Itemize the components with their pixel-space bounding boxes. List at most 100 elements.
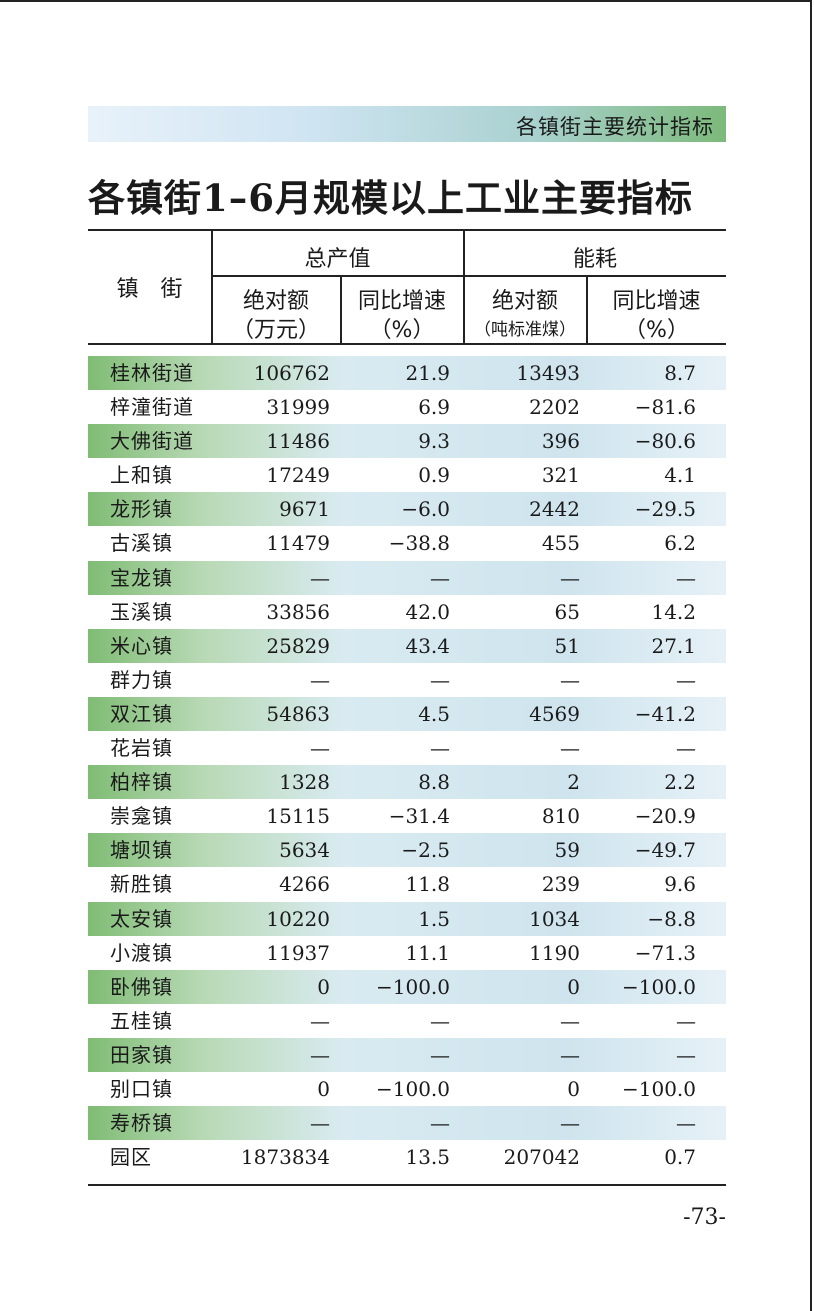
town-name: 崇龛镇 — [110, 804, 173, 829]
output-growth: −100.0 — [375, 974, 450, 999]
header-divider — [586, 276, 588, 344]
energy-value: 65 — [554, 599, 580, 624]
output-value: 1873834 — [240, 1145, 330, 1170]
header-bottom-rule — [88, 343, 726, 345]
town-name: 玉溪镇 — [110, 599, 173, 624]
header-output-growth-unit: （%） — [369, 318, 435, 343]
table-row: 崇龛镇 15115 −31.4 810 −20.9 — [88, 799, 726, 833]
header-energy-growth: 同比增速 — [612, 289, 701, 314]
output-growth: −100.0 — [375, 1076, 450, 1101]
table-row: 寿桥镇 — — — — — [88, 1106, 726, 1141]
output-growth: 1.5 — [418, 906, 450, 931]
energy-value: 810 — [541, 804, 580, 829]
energy-growth: — — [676, 1111, 696, 1136]
town-name: 五桂镇 — [110, 1008, 173, 1033]
table-row: 花岩镇 — — — — — [88, 731, 726, 765]
table-row: 太安镇 10220 1.5 1034 −8.8 — [88, 901, 726, 936]
table-top-rule — [88, 229, 726, 231]
output-growth: 4.5 — [418, 701, 450, 726]
output-value: 54863 — [266, 701, 330, 726]
energy-growth: −71.3 — [634, 940, 696, 965]
header-output-abs-unit: （万元） — [231, 318, 320, 343]
energy-value: 2442 — [529, 497, 580, 522]
town-name: 寿桥镇 — [110, 1111, 173, 1136]
energy-value: 239 — [541, 872, 580, 897]
output-growth: — — [430, 736, 450, 761]
header-divider — [463, 229, 465, 344]
town-name: 卧佛镇 — [110, 974, 173, 999]
header-energy-group: 能耗 — [572, 247, 617, 272]
energy-growth: −29.5 — [634, 497, 696, 522]
energy-value: 2202 — [529, 395, 580, 420]
output-value: — — [310, 1042, 330, 1067]
energy-value: 455 — [541, 531, 580, 556]
header-divider — [211, 229, 213, 344]
output-growth: 6.9 — [418, 395, 450, 420]
output-value: 15115 — [266, 804, 330, 829]
table-row: 宝龙镇 — — — — — [88, 560, 726, 595]
header-energy-growth-unit: （%） — [624, 318, 689, 343]
output-growth: 0.9 — [418, 463, 450, 488]
energy-value: 59 — [554, 838, 580, 863]
output-value: 0 — [317, 974, 330, 999]
output-value: 10220 — [266, 906, 330, 931]
energy-value: 4569 — [529, 701, 580, 726]
table-row: 米心镇 25829 43.4 51 27.1 — [88, 628, 726, 663]
town-name: 田家镇 — [110, 1042, 173, 1067]
table-row: 柏梓镇 1328 8.8 2 2.2 — [88, 765, 726, 800]
table-row: 五桂镇 — — — — — [88, 1004, 726, 1038]
output-value: 4266 — [279, 872, 330, 897]
output-growth: 42.0 — [405, 599, 450, 624]
energy-growth: 27.1 — [651, 633, 696, 658]
output-growth: 11.8 — [405, 872, 450, 897]
page-number: -73- — [683, 1205, 726, 1230]
header-output-group: 总产值 — [304, 247, 371, 272]
energy-value: 0 — [567, 974, 580, 999]
energy-growth: −41.2 — [634, 701, 696, 726]
output-value: — — [310, 736, 330, 761]
energy-growth: — — [676, 1008, 696, 1033]
energy-value: 207042 — [503, 1145, 580, 1170]
energy-value: — — [560, 1111, 580, 1136]
energy-growth: −20.9 — [634, 804, 696, 829]
table-row: 上和镇 17249 0.9 321 4.1 — [88, 458, 726, 492]
table-row: 新胜镇 4266 11.8 239 9.6 — [88, 867, 726, 901]
town-name: 双江镇 — [110, 701, 173, 726]
table-row: 小渡镇 11937 11.1 1190 −71.3 — [88, 936, 726, 970]
town-name: 梓潼街道 — [110, 395, 194, 420]
output-growth: — — [430, 1111, 450, 1136]
output-growth: — — [430, 565, 450, 590]
energy-value: — — [560, 565, 580, 590]
output-value: 11937 — [266, 940, 330, 965]
energy-growth: −8.8 — [647, 906, 696, 931]
table-row: 卧佛镇 0 −100.0 0 −100.0 — [88, 969, 726, 1004]
header-output-abs: 绝对额 — [242, 289, 309, 314]
output-growth: 11.1 — [405, 940, 450, 965]
energy-growth: −100.0 — [621, 1076, 696, 1101]
output-value: 11486 — [266, 429, 330, 454]
energy-growth: 8.7 — [664, 361, 696, 385]
output-value: 31999 — [266, 395, 330, 420]
energy-value: 51 — [554, 633, 580, 658]
town-name: 大佛街道 — [110, 429, 194, 454]
table-body: 桂林街道 106762 21.9 13493 8.7 梓潼街道 31999 6.9 2202 −8… — [88, 356, 726, 1174]
table-row: 田家镇 — — — — — [88, 1037, 726, 1072]
energy-value: 321 — [541, 463, 580, 488]
energy-growth: 2.2 — [664, 770, 696, 795]
output-value: 1328 — [279, 770, 330, 795]
header-energy-abs-unit: （吨标准煤） — [474, 320, 576, 340]
town-name: 米心镇 — [110, 633, 173, 658]
output-value: — — [310, 1008, 330, 1033]
energy-value: — — [560, 1042, 580, 1067]
table-row: 龙形镇 9671 −6.0 2442 −29.5 — [88, 492, 726, 527]
output-growth: −2.5 — [401, 838, 450, 863]
energy-growth: −80.6 — [634, 429, 696, 454]
table-row: 大佛街道 11486 9.3 396 −80.6 — [88, 424, 726, 459]
table-row: 园区 1873834 13.5 207042 0.7 — [88, 1140, 726, 1174]
energy-growth: −49.7 — [634, 838, 696, 863]
table-row: 群力镇 — — — — — [88, 663, 726, 697]
output-value: 9671 — [279, 497, 330, 522]
header-energy-abs: 绝对额 — [491, 289, 558, 314]
table-row: 古溪镇 11479 −38.8 455 6.2 — [88, 526, 726, 560]
